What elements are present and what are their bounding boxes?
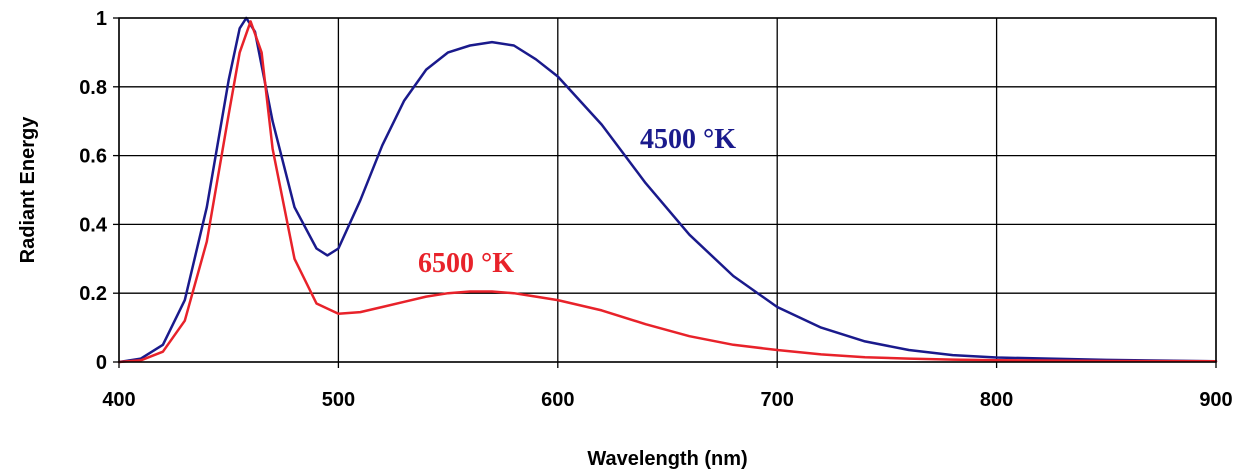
y-tick-label: 0.8: [79, 77, 107, 99]
y-tick-label: 0: [96, 352, 107, 374]
x-tick-label: 900: [1199, 389, 1232, 411]
series-line-1: [117, 20, 1218, 364]
y-tick-label: 0.6: [79, 146, 107, 168]
series-layer: [117, 16, 1218, 364]
x-tick-label: 400: [102, 389, 135, 411]
x-tick-label: 500: [322, 389, 355, 411]
y-tick-label: 0.4: [79, 214, 108, 236]
x-axis-title: Wavelength (nm): [587, 448, 747, 470]
x-tick-label: 700: [761, 389, 794, 411]
y-tick-label: 0.2: [79, 283, 107, 305]
series-label-0: 4500 °K: [640, 124, 736, 155]
tick-layer: 400 500 600 700 800 900 0 0.2 0.4 0.6 0.8 1: [79, 8, 1233, 411]
x-tick-label: 600: [541, 389, 574, 411]
plot-frame: [118, 17, 1217, 363]
label-layer: 4500 °K 6500 °K: [418, 124, 736, 279]
grid-layer: [118, 17, 1217, 363]
series-line-0: [117, 16, 1218, 364]
x-tick-label: 800: [980, 389, 1013, 411]
y-tick-label: 1: [96, 8, 107, 30]
y-axis-title: Radiant Energy: [17, 116, 39, 264]
series-label-1: 6500 °K: [418, 248, 514, 279]
